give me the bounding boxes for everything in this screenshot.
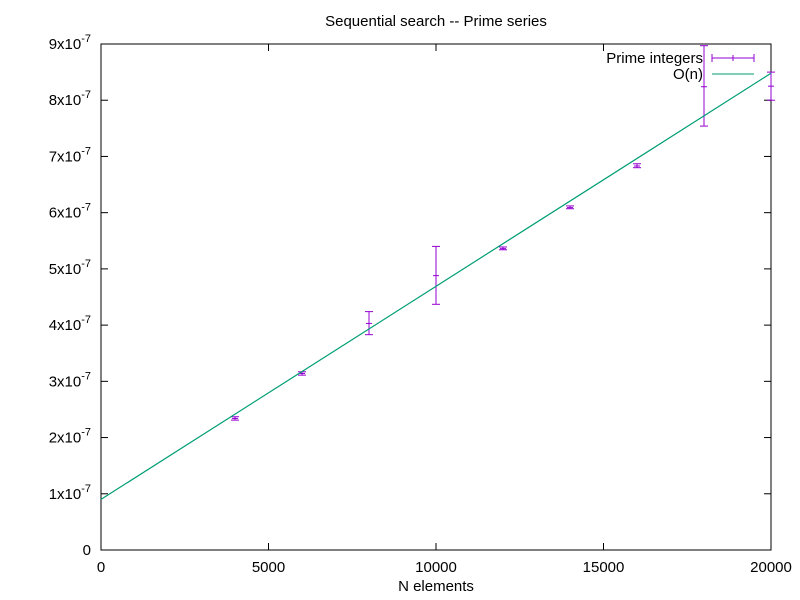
y-tick-exponent: -7 — [81, 483, 91, 495]
errorbar-point — [432, 245, 440, 305]
x-ticks: 0 5000 10000 15000 20000 — [97, 44, 792, 576]
x-tick-label: 20000 — [750, 559, 792, 576]
y-tick-label: 2x10-7 — [49, 427, 91, 447]
errorbar-point — [633, 163, 641, 169]
y-tick-label: 8x10-7 — [49, 89, 91, 109]
y-tick-mantissa: 3x10 — [49, 373, 82, 390]
y-ticks: 01x10-72x10-73x10-74x10-75x10-76x10-77x1… — [49, 33, 771, 559]
y-tick-exponent: -7 — [81, 314, 91, 326]
y-tick-exponent: -7 — [81, 89, 91, 101]
y-tick-mantissa: 0 — [83, 542, 91, 559]
y-tick-mantissa: 6x10 — [49, 205, 82, 222]
errorbar-point — [365, 311, 373, 336]
errorbar-point — [767, 71, 775, 101]
y-tick-exponent: -7 — [81, 145, 91, 157]
x-tick-label: 10000 — [415, 559, 457, 576]
y-tick-label: 5x10-7 — [49, 258, 91, 278]
y-tick-label: 6x10-7 — [49, 202, 91, 222]
y-tick-exponent: -7 — [81, 258, 91, 270]
y-tick-mantissa: 9x10 — [49, 36, 82, 53]
legend-label: Prime integers — [606, 50, 703, 67]
y-tick-label: 4x10-7 — [49, 314, 91, 334]
y-tick-label: 3x10-7 — [49, 370, 91, 390]
y-tick-mantissa: 8x10 — [49, 92, 82, 109]
y-tick-mantissa: 4x10 — [49, 317, 82, 334]
y-tick-exponent: -7 — [81, 370, 91, 382]
y-tick-exponent: -7 — [81, 427, 91, 439]
series-line-o-n — [100, 72, 772, 500]
y-tick-exponent: -7 — [81, 202, 91, 214]
x-axis-label: N elements — [398, 578, 474, 595]
y-tick-exponent: -7 — [81, 33, 91, 45]
errorbar-point — [231, 416, 239, 421]
errorbar-point — [566, 205, 574, 210]
y-tick-mantissa: 5x10 — [49, 261, 82, 278]
y-tick-label: 1x10-7 — [49, 483, 91, 503]
y-tick-label: 0 — [83, 542, 91, 559]
errorbar-point — [700, 45, 708, 127]
legend-label: O(n) — [673, 66, 703, 83]
y-tick-label: 9x10-7 — [49, 33, 91, 53]
chart-title: Sequential search -- Prime series — [325, 13, 547, 30]
y-tick-mantissa: 1x10 — [49, 486, 82, 503]
x-tick-label: 0 — [97, 559, 105, 576]
y-tick-label: 7x10-7 — [49, 145, 91, 165]
x-tick-label: 15000 — [583, 559, 625, 576]
series — [100, 45, 775, 500]
y-tick-mantissa: 7x10 — [49, 148, 82, 165]
errorbar-point — [499, 246, 507, 251]
y-tick-mantissa: 2x10 — [49, 430, 82, 447]
x-tick-label: 5000 — [252, 559, 285, 576]
